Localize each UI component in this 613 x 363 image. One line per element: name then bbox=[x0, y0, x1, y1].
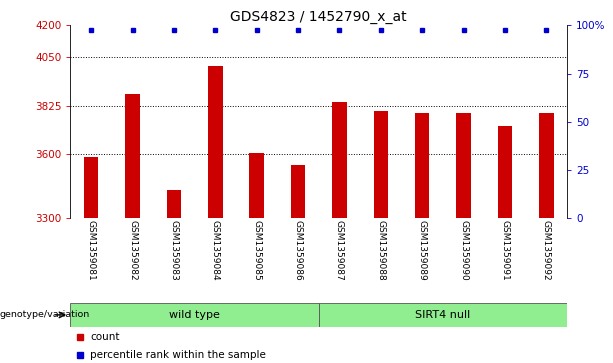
Bar bbox=[125, 94, 140, 218]
Text: GSM1359081: GSM1359081 bbox=[86, 220, 96, 281]
Bar bbox=[291, 166, 305, 218]
Text: GSM1359085: GSM1359085 bbox=[252, 220, 261, 281]
Bar bbox=[373, 111, 388, 218]
Text: GSM1359083: GSM1359083 bbox=[169, 220, 178, 281]
Text: percentile rank within the sample: percentile rank within the sample bbox=[90, 350, 266, 360]
Bar bbox=[319, 303, 567, 327]
Bar bbox=[456, 113, 471, 218]
Text: genotype/variation: genotype/variation bbox=[0, 310, 90, 319]
Text: wild type: wild type bbox=[169, 310, 220, 320]
Bar bbox=[70, 303, 319, 327]
Text: GSM1359082: GSM1359082 bbox=[128, 220, 137, 281]
Text: GSM1359086: GSM1359086 bbox=[294, 220, 303, 281]
Bar bbox=[332, 102, 347, 218]
Bar bbox=[249, 152, 264, 218]
Bar bbox=[84, 157, 99, 218]
Text: SIRT4 null: SIRT4 null bbox=[415, 310, 471, 320]
Text: GSM1359092: GSM1359092 bbox=[542, 220, 551, 281]
Bar bbox=[208, 66, 223, 218]
Text: GSM1359089: GSM1359089 bbox=[417, 220, 427, 281]
Text: GSM1359084: GSM1359084 bbox=[211, 220, 220, 281]
Text: GSM1359091: GSM1359091 bbox=[500, 220, 509, 281]
Bar bbox=[415, 113, 430, 218]
Bar bbox=[167, 190, 181, 218]
Bar bbox=[498, 126, 512, 218]
Text: GSM1359087: GSM1359087 bbox=[335, 220, 344, 281]
Title: GDS4823 / 1452790_x_at: GDS4823 / 1452790_x_at bbox=[230, 11, 407, 24]
Text: GSM1359090: GSM1359090 bbox=[459, 220, 468, 281]
Text: GSM1359088: GSM1359088 bbox=[376, 220, 386, 281]
Bar bbox=[539, 113, 554, 218]
Text: count: count bbox=[90, 332, 120, 342]
